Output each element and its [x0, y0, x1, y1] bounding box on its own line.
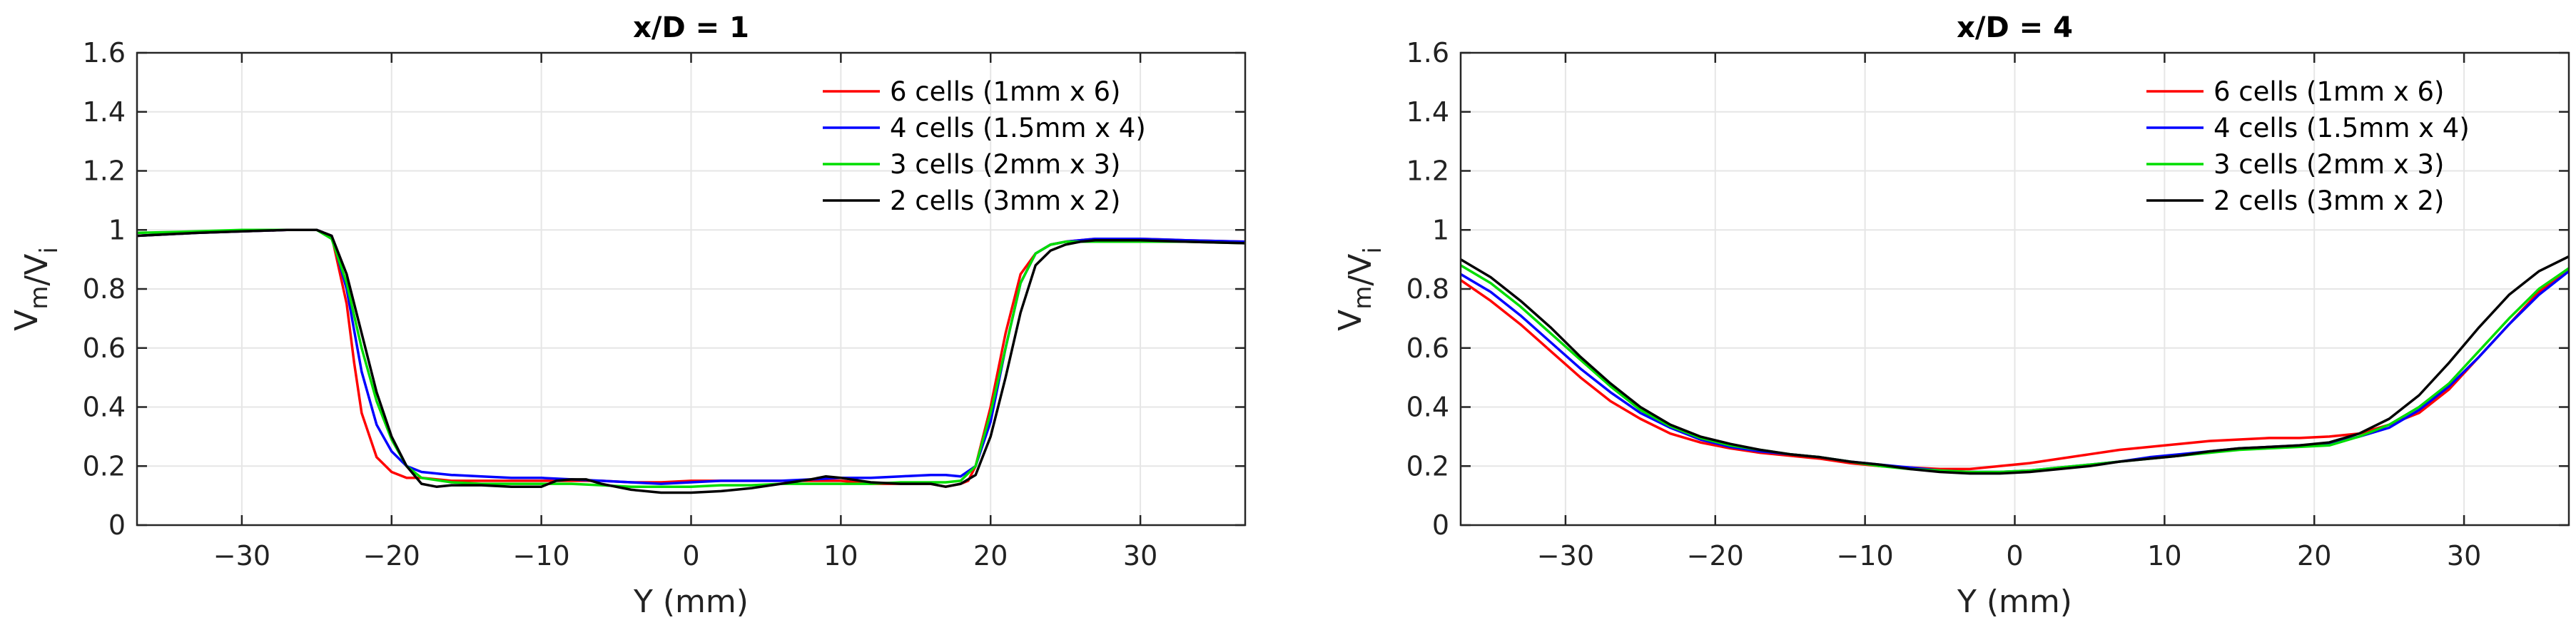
x-tick-label: 30 [2447, 540, 2481, 571]
legend-label-1: 6 cells (1mm x 6) [890, 76, 1120, 107]
legend-label-1: 6 cells (1mm x 6) [2214, 76, 2444, 107]
legend-label-3: 3 cells (2mm x 3) [890, 149, 1120, 180]
x-tick-label: 20 [973, 540, 1008, 571]
x-tick-label: −10 [513, 540, 570, 571]
y-tick-label: 1.2 [1406, 156, 1449, 187]
y-tick-label: 1.6 [1406, 37, 1449, 68]
panel-x-d-1: −30 −20 −10 0 10 20 30 0 0.2 0.4 0.6 0.8 1 1.2 1.4 1.6 x… [9, 11, 1247, 620]
x-tick-label: 10 [823, 540, 858, 571]
y-tick-label: 0.4 [83, 392, 126, 423]
x-tick-label: 0 [682, 540, 699, 571]
y-axis-label: Vm/Vi [9, 247, 64, 331]
x-tick-label: −20 [1687, 540, 1744, 571]
chart-title: x/D = 1 [633, 11, 749, 44]
y-tick-label: 0.6 [83, 332, 126, 364]
y-axis-label-part: /V [19, 254, 55, 286]
y-tick-label: 1.2 [83, 156, 126, 187]
chart-title: x/D = 4 [1957, 11, 2073, 44]
y-tick-label: 0.2 [83, 450, 126, 482]
x-tick-label: 30 [1123, 540, 1157, 571]
x-tick-label: −30 [213, 540, 270, 571]
series-group [137, 228, 1245, 494]
series-group [1461, 255, 2569, 475]
x-tick-label: −30 [1537, 540, 1594, 571]
y-axis-label-subscript: i [35, 247, 64, 253]
panel-x-d-4: −30 −20 −10 0 10 20 30 0 0.2 0.4 0.6 0.8 1 1.2 1.4 1.6 x… [1332, 11, 2570, 620]
x-axis-label: Y (mm) [1957, 584, 2072, 620]
y-tick-label: 0 [1432, 509, 1449, 541]
series-line-4 [137, 228, 1245, 494]
legend-label-2: 4 cells (1.5mm x 4) [2214, 113, 2470, 143]
y-axis-label: Vm/Vi [1332, 247, 1387, 331]
y-axis-label-part: /V [1342, 254, 1379, 286]
legend-label-3: 3 cells (2mm x 3) [2214, 149, 2444, 180]
x-tick-label: 20 [2297, 540, 2331, 571]
series-line-4 [1461, 255, 2569, 475]
x-tick-label: −20 [363, 540, 420, 571]
y-tick-label: 1.4 [83, 96, 126, 128]
y-tick-label: 1 [1432, 214, 1449, 245]
y-tick-label: 0.8 [1406, 273, 1449, 305]
x-tick-label: 0 [2006, 540, 2023, 571]
legend-label-4: 2 cells (3mm x 2) [2214, 186, 2444, 216]
y-axis-label-subscript: m [25, 286, 54, 310]
y-tick-label: 0.8 [83, 273, 126, 305]
series-line-3 [1461, 264, 2569, 474]
y-tick-label: 0.6 [1406, 332, 1449, 364]
y-tick-label: 0.4 [1406, 392, 1449, 423]
legend-label-4: 2 cells (3mm x 2) [890, 186, 1120, 216]
y-axis-label-subscript: i [1359, 247, 1387, 253]
x-tick-label: −10 [1837, 540, 1894, 571]
x-tick-label: 10 [2147, 540, 2181, 571]
y-tick-label: 0 [108, 509, 126, 541]
legend-label-2: 4 cells (1.5mm x 4) [890, 113, 1146, 143]
y-tick-label: 1.6 [83, 37, 126, 68]
series-line-3 [137, 228, 1245, 488]
y-axis-label-part: V [1332, 310, 1369, 331]
y-tick-label: 1 [108, 214, 126, 245]
y-tick-label: 0.2 [1406, 450, 1449, 482]
y-tick-label: 1.4 [1406, 96, 1449, 128]
x-axis-label: Y (mm) [633, 584, 749, 620]
y-axis-label-part: V [9, 310, 45, 331]
y-axis-label-subscript: m [1349, 286, 1377, 310]
